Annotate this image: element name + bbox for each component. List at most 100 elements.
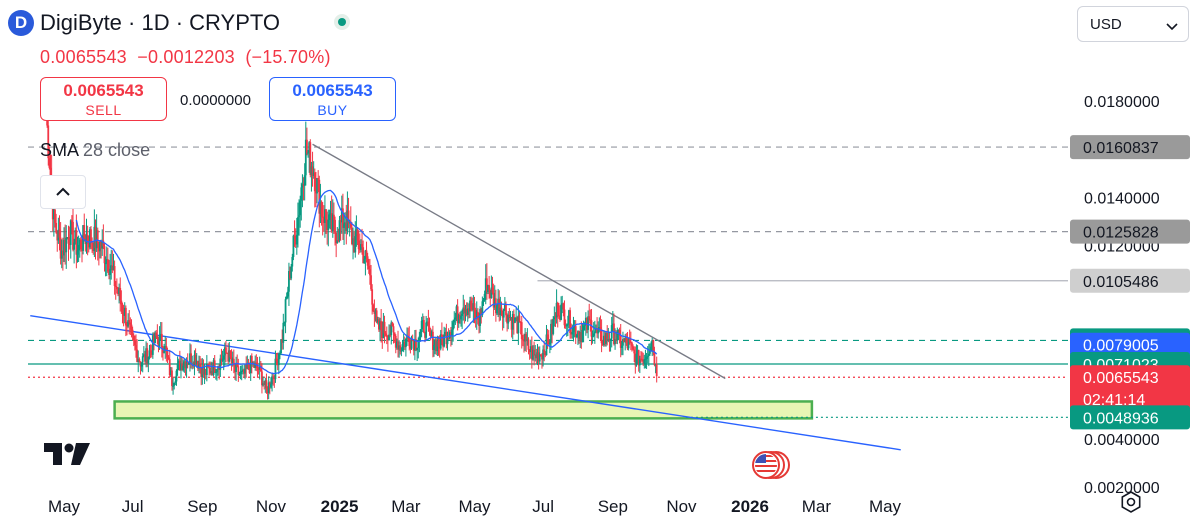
candle-body[interactable] (320, 202, 323, 217)
candle-body[interactable] (259, 365, 262, 372)
candle-body[interactable] (266, 388, 269, 393)
candle-body[interactable] (155, 332, 158, 336)
candle-body[interactable] (120, 300, 123, 305)
candle-body[interactable] (355, 229, 358, 237)
candle-body[interactable] (140, 362, 143, 367)
candle-body[interactable] (546, 334, 549, 340)
candle-body[interactable] (48, 158, 51, 168)
candle-body[interactable] (254, 362, 257, 368)
candle-body[interactable] (203, 369, 206, 375)
candle-body[interactable] (502, 308, 505, 318)
candle-body[interactable] (530, 346, 533, 360)
candle-body[interactable] (336, 240, 339, 244)
candle-body[interactable] (317, 178, 320, 180)
candle-body[interactable] (315, 191, 317, 194)
candle-body[interactable] (596, 328, 598, 334)
candle-body[interactable] (340, 208, 343, 223)
candle-body[interactable] (588, 316, 591, 320)
candle-body[interactable] (555, 302, 558, 318)
candle-body[interactable] (642, 359, 645, 364)
candle-body[interactable] (519, 321, 522, 323)
candle-body[interactable] (561, 303, 564, 305)
candle-body[interactable] (219, 358, 222, 370)
candle-body[interactable] (199, 364, 201, 368)
candle-body[interactable] (438, 346, 441, 349)
candle-body[interactable] (485, 278, 488, 292)
candle-body[interactable] (330, 213, 333, 232)
candle-body[interactable] (382, 321, 385, 339)
candle-body[interactable] (306, 139, 308, 154)
candle-body[interactable] (526, 339, 529, 342)
candle-body[interactable] (452, 322, 455, 330)
candle-body[interactable] (139, 361, 142, 367)
candle-body[interactable] (514, 318, 516, 323)
candle-body[interactable] (352, 238, 354, 245)
candle-body[interactable] (337, 240, 340, 242)
candle-body[interactable] (232, 358, 235, 366)
market-status-icon[interactable] (334, 14, 350, 30)
candle-body[interactable] (105, 259, 108, 264)
candle-body[interactable] (632, 346, 634, 350)
candle-body[interactable] (367, 265, 370, 270)
candle-body[interactable] (393, 332, 396, 336)
candle-body[interactable] (185, 362, 188, 369)
candle-body[interactable] (439, 334, 442, 349)
candle-body[interactable] (47, 125, 50, 159)
candle-body[interactable] (302, 184, 305, 186)
candle-body[interactable] (533, 349, 536, 356)
candle-body[interactable] (182, 365, 185, 371)
candle-body[interactable] (445, 331, 448, 345)
candle-body[interactable] (181, 363, 183, 371)
candle-body[interactable] (141, 356, 144, 363)
sell-button[interactable]: 0.0065543 SELL (40, 77, 167, 121)
candle-body[interactable] (92, 242, 95, 251)
candle-body[interactable] (591, 335, 594, 337)
candle-body[interactable] (508, 314, 511, 318)
candle-body[interactable] (440, 334, 443, 340)
candle-body[interactable] (174, 381, 177, 383)
candle-body[interactable] (211, 371, 214, 375)
candle-body[interactable] (275, 358, 278, 362)
candle-body[interactable] (212, 360, 215, 375)
candle-body[interactable] (636, 350, 639, 355)
candle-body[interactable] (483, 293, 486, 301)
candle-body[interactable] (579, 332, 582, 340)
candle-body[interactable] (357, 240, 360, 250)
candle-body[interactable] (94, 226, 97, 249)
candle-body[interactable] (645, 356, 648, 359)
candle-body[interactable] (282, 322, 285, 343)
candle-body[interactable] (280, 339, 282, 354)
candle-body[interactable] (343, 223, 345, 228)
candle-body[interactable] (201, 367, 204, 378)
candle-body[interactable] (159, 333, 162, 335)
candle-body[interactable] (532, 349, 534, 360)
candle-body[interactable] (353, 238, 356, 253)
candle-body[interactable] (316, 178, 318, 194)
candle-body[interactable] (294, 237, 297, 245)
candle-body[interactable] (475, 311, 478, 319)
candle-body[interactable] (272, 376, 275, 378)
candle-body[interactable] (529, 346, 532, 353)
candle-body[interactable] (121, 304, 124, 312)
candle-body[interactable] (166, 351, 169, 358)
candle-body[interactable] (650, 346, 652, 352)
candle-body[interactable] (273, 377, 276, 380)
candle-body[interactable] (160, 333, 163, 348)
candle-body[interactable] (236, 364, 239, 367)
candle-body[interactable] (285, 296, 288, 300)
candle-body[interactable] (609, 338, 612, 341)
candle-body[interactable] (146, 348, 149, 365)
candle-body[interactable] (104, 263, 107, 265)
candle-body[interactable] (286, 291, 289, 297)
candle-body[interactable] (417, 341, 420, 348)
candle-body[interactable] (227, 353, 230, 362)
candle-body[interactable] (126, 325, 128, 327)
candle-body[interactable] (250, 355, 253, 364)
candle-body[interactable] (481, 301, 484, 316)
candle-body[interactable] (473, 303, 476, 310)
candle-body[interactable] (312, 172, 315, 176)
candle-body[interactable] (326, 219, 329, 231)
candle-body[interactable] (308, 142, 311, 153)
candle-body[interactable] (180, 363, 182, 371)
candle-body[interactable] (528, 349, 531, 353)
